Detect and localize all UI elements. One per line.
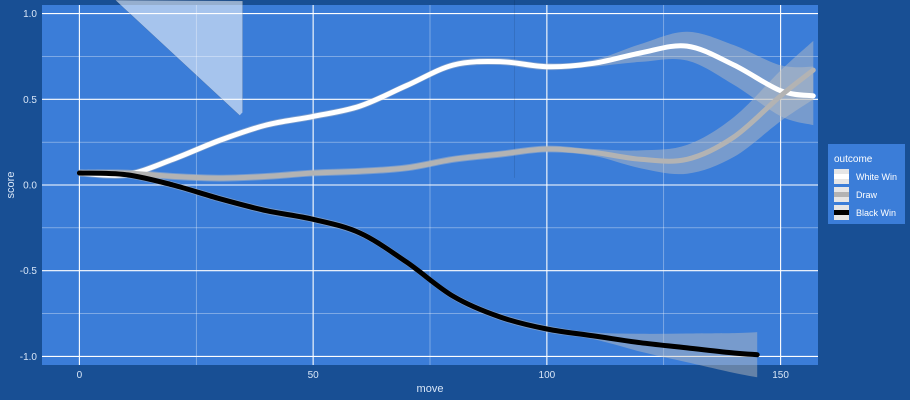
y-tick-label-0: -1.0: [20, 352, 38, 363]
y-tick-label-1: -0.5: [20, 266, 38, 277]
smooth-line-black-win: [76, 170, 760, 358]
y-axis-title: score: [5, 172, 17, 199]
legend-label-1: Draw: [856, 190, 878, 200]
x-tick-label-0: 0: [77, 370, 83, 381]
smooth-lines: [76, 43, 816, 358]
band-white-win: [79, 31, 814, 179]
x-tick-label-2: 100: [539, 370, 556, 381]
smooth-line-draw: [76, 67, 816, 181]
x-tick-label-1: 50: [308, 370, 320, 381]
y-tick-label-4: 1.0: [23, 9, 37, 20]
tick-labels: 0 50 100 150 -1.0 -0.5 0.0 0.5 1.0: [20, 9, 790, 381]
smooth-line-white-win: [76, 43, 816, 178]
scatter-points: [114, 0, 515, 178]
x-tick-label-3: 150: [772, 370, 789, 381]
y-tick-label-3: 0.5: [23, 95, 37, 106]
legend-label-0: White Win: [856, 172, 897, 182]
points-white-win: [114, 0, 243, 116]
marks-white-win: [114, 0, 243, 116]
y-tick-label-2: 0.0: [23, 181, 37, 192]
legend-label-2: Black Win: [856, 208, 896, 218]
legend-title: outcome: [834, 154, 873, 165]
x-axis-title: move: [417, 383, 444, 395]
legend: outcome White Win Draw Black Win: [828, 144, 905, 224]
